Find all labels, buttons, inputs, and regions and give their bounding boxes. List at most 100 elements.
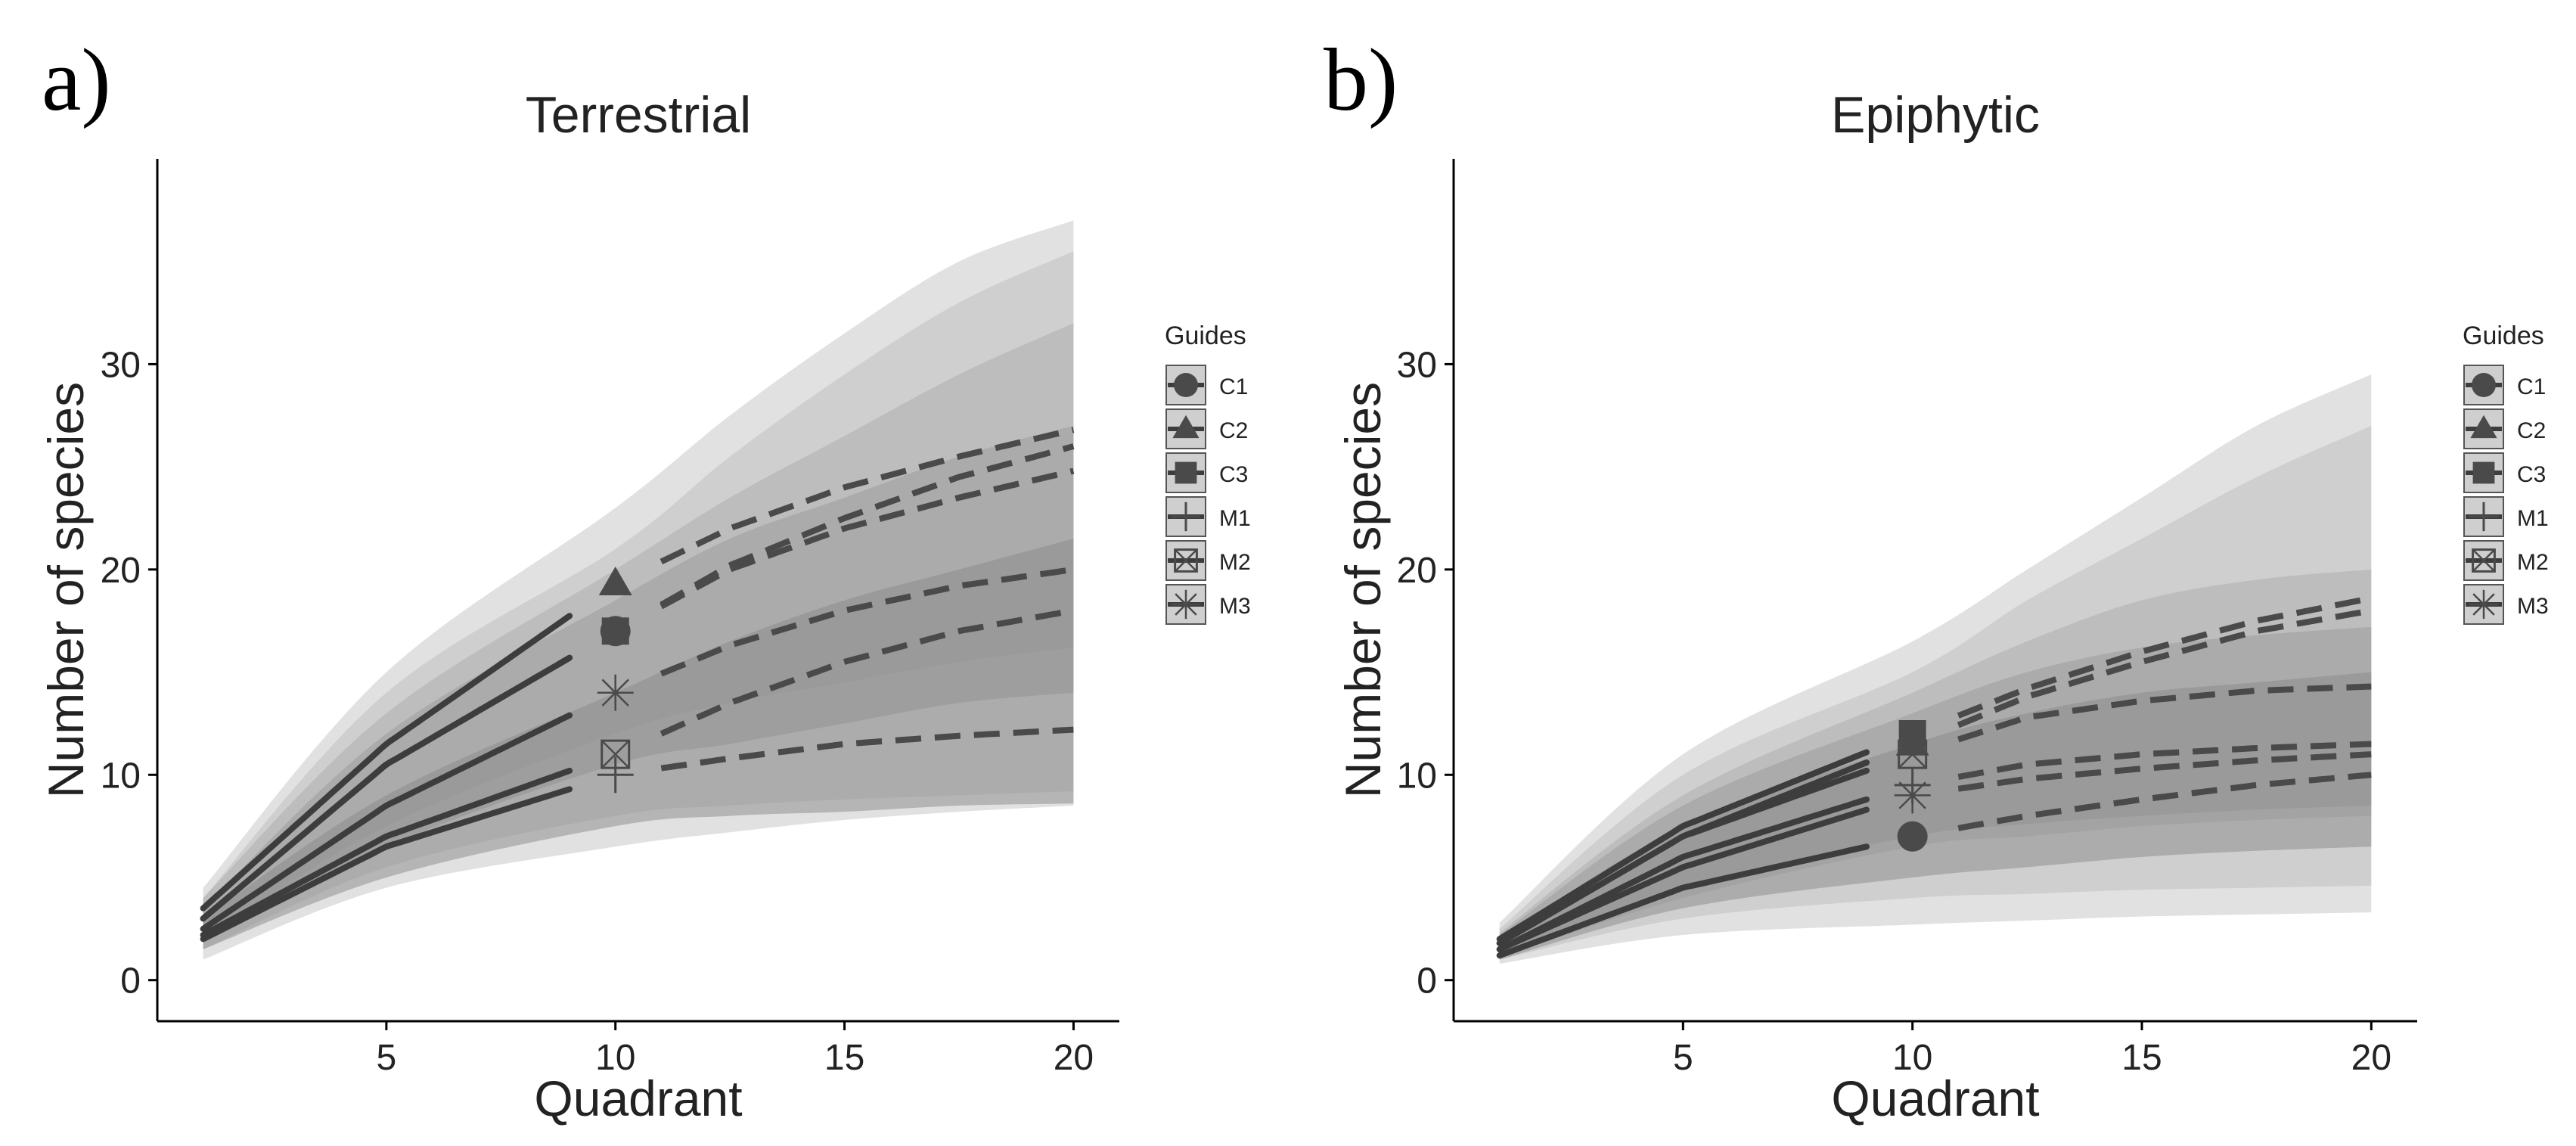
legend-marker-m1 [2469, 502, 2499, 532]
line-extrapolated-c1 [1957, 772, 2372, 831]
marker-m2 [1898, 739, 1928, 769]
legend-marker-m1 [1171, 502, 1201, 532]
legend-item-m1: M1 [2463, 496, 2549, 537]
legend-label-m3: M3 [1219, 594, 1251, 619]
legend: Guides C1 C2 C3 M1 M2 M3 [1165, 321, 1251, 625]
legend-marker-m2 [1174, 548, 1198, 573]
line-observed-m3 [200, 712, 573, 932]
legend-item-m2: M2 [1165, 540, 1251, 581]
line-observed-m1 [1496, 796, 1870, 952]
marker-c1 [1897, 821, 1928, 852]
legend-label-c1: C1 [2517, 374, 2546, 399]
panel-terrestrial: a) Terrestrial 0 10 20 30 5 10 15 20 Quadrant Numbe… [38, 30, 1251, 1126]
line-observed-m1 [200, 786, 573, 943]
legend-item-c2: C2 [2463, 408, 2546, 449]
line-extrapolated-m1 [1957, 741, 2372, 780]
legend-item-c1: C1 [2463, 365, 2546, 405]
y-tick-label-0: 0 [1417, 961, 1437, 1002]
legend-marker-c3 [2472, 461, 2495, 484]
line-observed-c1 [1496, 843, 1870, 959]
legend-item-c3: C3 [2463, 452, 2546, 493]
band-5 [203, 539, 1074, 949]
x-tick-label-20: 20 [1054, 1038, 1094, 1078]
marker-m2 [601, 739, 631, 769]
y-axis-label: Number of species [1335, 382, 1391, 798]
line-extrapolated-m2 [1957, 683, 2372, 743]
legend-title: Guides [2463, 321, 2544, 350]
line-observed-m3 [1496, 806, 1870, 952]
legend-marker-m3-a4 [1175, 593, 1197, 616]
legend: Guides C1 C2 C3 M1 M2 M3 [2463, 321, 2549, 625]
marker-c1-shape [1897, 821, 1928, 852]
series-lines [1496, 595, 2373, 959]
axes: 0 10 20 30 5 10 15 20 [101, 159, 1119, 1078]
line-extrapolated-c3 [1957, 595, 2373, 719]
marker-m1 [597, 756, 634, 794]
line-extrapolated-c2 [1957, 607, 2373, 728]
marker-c3 [1898, 720, 1926, 747]
legend-marker-m2-box [2472, 548, 2496, 573]
x-tick-label-15: 15 [2121, 1038, 2162, 1078]
line-extrapolated-c2 [660, 427, 1075, 565]
marker-c2-shape [598, 567, 632, 596]
y-tick-label-30: 30 [1397, 345, 1437, 385]
y-tick-label-10: 10 [101, 756, 141, 796]
legend-item-m2: M2 [2463, 540, 2549, 581]
axes: 0 10 20 30 5 10 15 20 [1397, 159, 2417, 1078]
observed-markers [1894, 720, 1931, 852]
legend-marker-m2-d2 [2472, 548, 2496, 573]
marker-m3 [597, 674, 634, 711]
line-extrapolated-m2 [660, 607, 1075, 737]
line-observed-m2 [200, 767, 573, 938]
y-axis-label: Number of species [38, 382, 94, 798]
y-tick-label-20: 20 [1397, 551, 1437, 591]
y-tick-label-0: 0 [120, 961, 141, 1002]
line-observed-c3 [200, 654, 573, 922]
panel-epiphytic: b) Epiphytic 0 10 20 30 5 10 15 20 Quadrant Number … [1324, 30, 2549, 1126]
observed-markers [597, 567, 634, 794]
legend-item-m3: M3 [2463, 584, 2549, 625]
y-tick-label-10: 10 [1397, 756, 1437, 796]
legend-marker-m2-box [1174, 548, 1198, 573]
marker-c3-shape [1898, 720, 1926, 747]
marker-m2-d2 [601, 740, 630, 769]
line-observed-m2 [1496, 767, 1870, 946]
line-extrapolated-m3 [1957, 751, 2372, 792]
line-extrapolated-m1 [660, 726, 1074, 772]
legend-item-c3: C3 [1165, 452, 1248, 493]
legend-label-m3: M3 [2517, 594, 2549, 619]
legend-marker-c1-shape [1174, 373, 1198, 397]
legend-label-c3: C3 [2517, 462, 2546, 487]
legend-marker-c3-shape [2472, 461, 2495, 484]
line-observed-c2 [200, 613, 573, 912]
confidence-bands [203, 220, 1074, 960]
confidence-bands [1499, 374, 2372, 964]
legend-item-m3: M3 [1165, 584, 1251, 625]
marker-m3 [1894, 777, 1931, 814]
x-tick-label-5: 5 [1673, 1038, 1693, 1078]
marker-m3-a4 [601, 679, 629, 707]
legend-marker-c3-shape [1175, 461, 1197, 484]
band-5 [1499, 672, 2372, 960]
legend-label-m1: M1 [2517, 506, 2549, 531]
x-tick-label-10: 10 [1892, 1038, 1932, 1078]
marker-m2-box [601, 739, 631, 769]
legend-item-c2: C2 [1165, 408, 1248, 449]
panel-label: b) [1324, 30, 1398, 129]
legend-marker-c1 [2472, 373, 2496, 397]
legend-marker-m2 [2472, 548, 2496, 573]
legend-marker-m3 [2469, 589, 2499, 620]
x-tick-label-15: 15 [824, 1038, 864, 1078]
line-observed-c3 [1496, 749, 1870, 943]
marker-m2-box [1898, 739, 1928, 769]
legend-marker-c2-shape [1172, 415, 1200, 439]
x-tick-label-10: 10 [595, 1038, 635, 1078]
legend-label-m2: M2 [2517, 550, 2549, 575]
x-axis-label: Quadrant [1831, 1070, 2039, 1126]
legend-item-c1: C1 [1165, 365, 1248, 405]
marker-c3 [601, 617, 629, 645]
line-extrapolated-c3 [660, 467, 1075, 610]
legend-marker-c1 [1174, 373, 1198, 397]
chart-title: Terrestrial [526, 86, 752, 144]
